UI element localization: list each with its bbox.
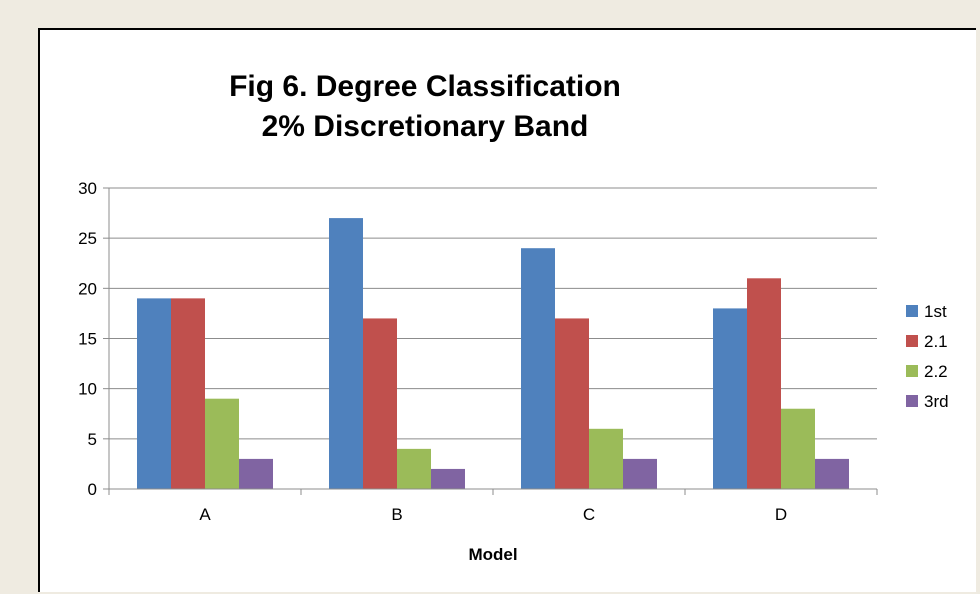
legend-swatch-2.1 [906,335,918,347]
bar-B-3rd [431,468,465,489]
x-tick-label-C: C [583,505,595,524]
bar-C-1st [521,248,555,489]
y-tick-label-5: 25 [78,229,97,248]
x-tick-label-D: D [775,505,787,524]
bar-A-2.1 [171,298,205,489]
chart-title-line-1: Fig 6. Degree Classification [229,70,621,103]
x-axis-ticks: A B C D [108,489,878,524]
y-axis-ticks: 0 5 10 15 20 25 30 [78,179,109,499]
bars [137,218,849,489]
bar-D-1st [713,308,747,489]
x-tick-label-A: A [199,505,211,524]
legend-label-1st: 1st [924,302,947,321]
bar-B-2.2 [397,448,431,489]
y-tick-label-0: 0 [88,480,97,499]
y-tick-label-6: 30 [78,179,97,198]
chart-frame: Fig 6. Degree Classification 2% Discreti… [38,28,976,592]
bar-D-3rd [815,458,849,489]
chart-title-line-2: 2% Discretionary Band [262,110,589,143]
legend-swatch-3rd [906,395,918,407]
bar-B-1st [329,218,363,489]
legend: 1st 2.1 2.2 3rd [906,302,949,411]
bar-C-2.1 [555,318,589,489]
bar-C-2.2 [589,428,623,489]
bar-A-3rd [239,458,273,489]
legend-label-2.1: 2.1 [924,332,948,351]
bar-chart: Fig 6. Degree Classification 2% Discreti… [78,70,949,564]
y-tick-label-3: 15 [78,330,97,349]
bar-D-2.2 [781,408,815,489]
legend-label-2.2: 2.2 [924,362,948,381]
legend-swatch-2.2 [906,365,918,377]
bar-D-2.1 [747,278,781,489]
legend-label-3rd: 3rd [924,392,949,411]
y-tick-label-4: 20 [78,279,97,298]
bar-A-2.2 [205,398,239,489]
x-tick-label-B: B [391,505,402,524]
y-tick-label-1: 5 [88,430,97,449]
bar-C-3rd [623,458,657,489]
bar-B-2.1 [363,318,397,489]
y-tick-label-2: 10 [78,380,97,399]
legend-swatch-1st [906,305,918,317]
bar-A-1st [137,298,171,489]
x-axis-title: Model [468,545,517,564]
